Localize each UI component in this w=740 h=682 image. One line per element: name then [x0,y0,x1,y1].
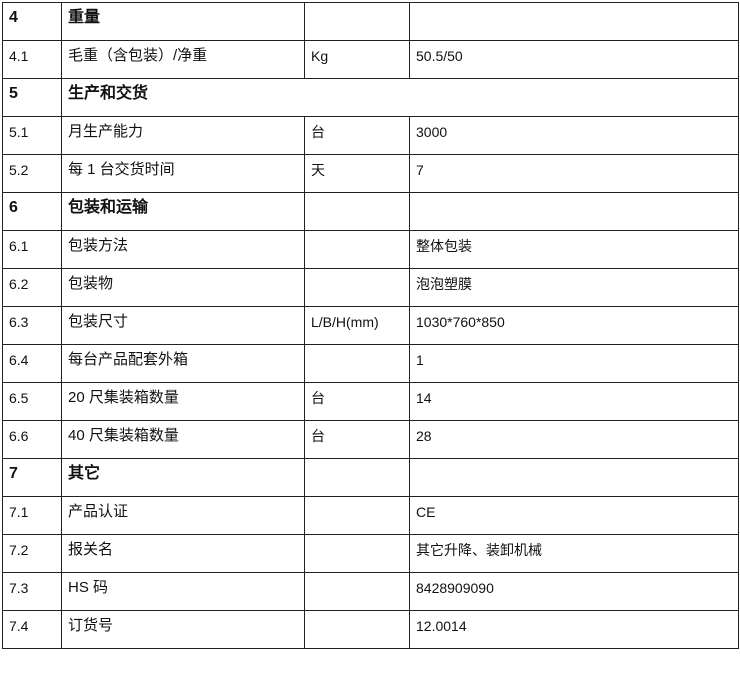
table-row: 6.2 包装物 泡泡塑膜 [2,268,739,307]
item-name-cell: 产品认证 [61,496,305,535]
table-row: 6.6 40 尺集装箱数量台 28 [2,420,739,459]
item-name-cell: 包装方法 [61,230,305,269]
item-name-cell: 包装尺寸 [61,306,305,345]
table-row: 6.5 20 尺集装箱数量台 14 [2,382,739,421]
item-name-cell: 包装和运输 [61,192,305,231]
row-number-cell: 7.4 [2,610,62,649]
unit-cell: 台 [304,116,410,155]
item-name-cell: 报关名 [61,534,305,573]
item-name-cell: HS 码 [61,572,305,611]
row-number-cell: 6.2 [2,268,62,307]
unit-cell: 天 [304,154,410,193]
item-name-cell: 其它 [61,458,305,497]
row-number-cell: 4 [2,2,62,41]
row-number-cell: 5.1 [2,116,62,155]
value-cell: 50.5/50 [409,40,739,79]
item-name-cell: 订货号 [61,610,305,649]
value-cell: 其它升降、装卸机械 [409,534,739,573]
value-cell: CE [409,496,739,535]
row-number-cell: 5 [2,78,62,117]
table-row: 7.2 报关名 其它升降、装卸机械 [2,534,739,573]
row-number-cell: 4.1 [2,40,62,79]
unit-cell: Kg [304,40,410,79]
row-number-cell: 5.2 [2,154,62,193]
value-cell [409,2,739,41]
unit-cell [304,458,410,497]
row-number-cell: 7.1 [2,496,62,535]
item-name-cell: 20 尺集装箱数量 [61,382,305,421]
value-cell [409,192,739,231]
row-number-cell: 7.2 [2,534,62,573]
item-name-cell: 每台产品配套外箱 [61,344,305,383]
table-row: 5.1 月生产能力台 3000 [2,116,739,155]
unit-cell: 台 [304,382,410,421]
value-cell: 12.0014 [409,610,739,649]
item-name-cell: 生产和交货 [61,78,739,117]
item-name-cell: 毛重（含包装）/净重 [61,40,305,79]
row-number-cell: 6.4 [2,344,62,383]
unit-cell: L/B/H(mm) [304,306,410,345]
unit-cell [304,344,410,383]
section-row: 7 其它 [2,458,739,497]
item-name-cell: 每 1 台交货时间 [61,154,305,193]
value-cell [409,458,739,497]
item-name-cell: 重量 [61,2,305,41]
section-row: 5 生产和交货 [2,78,739,117]
unit-cell [304,268,410,307]
unit-cell [304,572,410,611]
row-number-cell: 6.1 [2,230,62,269]
row-number-cell: 6.3 [2,306,62,345]
item-name-cell: 40 尺集装箱数量 [61,420,305,459]
table-row: 7.3 HS 码 8428909090 [2,572,739,611]
unit-cell [304,610,410,649]
table-row: 4.1 毛重（含包装）/净重 Kg 50.5/50 [2,40,739,79]
item-name-cell: 包装物 [61,268,305,307]
unit-cell [304,2,410,41]
row-number-cell: 6.6 [2,420,62,459]
table-row: 6.1 包装方法 整体包装 [2,230,739,269]
unit-cell [304,496,410,535]
value-cell: 28 [409,420,739,459]
table-row: 7.1 产品认证 CE [2,496,739,535]
unit-cell [304,230,410,269]
value-cell: 整体包装 [409,230,739,269]
table-row: 5.2 每 1 台交货时间天 7 [2,154,739,193]
unit-cell [304,192,410,231]
row-number-cell: 6.5 [2,382,62,421]
unit-cell [304,534,410,573]
value-cell: 1 [409,344,739,383]
spec-table: 4 重量 4.1 毛重（含包装）/净重 Kg 50.5/50 5 生产和交货 5.1 月生产能力台… [2,2,739,649]
value-cell: 泡泡塑膜 [409,268,739,307]
value-cell: 1030*760*850 [409,306,739,345]
table-row: 7.4 订货号 12.0014 [2,610,739,649]
section-row: 6 包装和运输 [2,192,739,231]
row-number-cell: 7.3 [2,572,62,611]
unit-cell: 台 [304,420,410,459]
item-name-cell: 月生产能力 [61,116,305,155]
value-cell: 8428909090 [409,572,739,611]
row-number-cell: 6 [2,192,62,231]
value-cell: 3000 [409,116,739,155]
value-cell: 7 [409,154,739,193]
table-row: 6.4 每台产品配套外箱 1 [2,344,739,383]
table-row: 6.3 包装尺寸 L/B/H(mm) 1030*760*850 [2,306,739,345]
row-number-cell: 7 [2,458,62,497]
section-row: 4 重量 [2,2,739,41]
value-cell: 14 [409,382,739,421]
